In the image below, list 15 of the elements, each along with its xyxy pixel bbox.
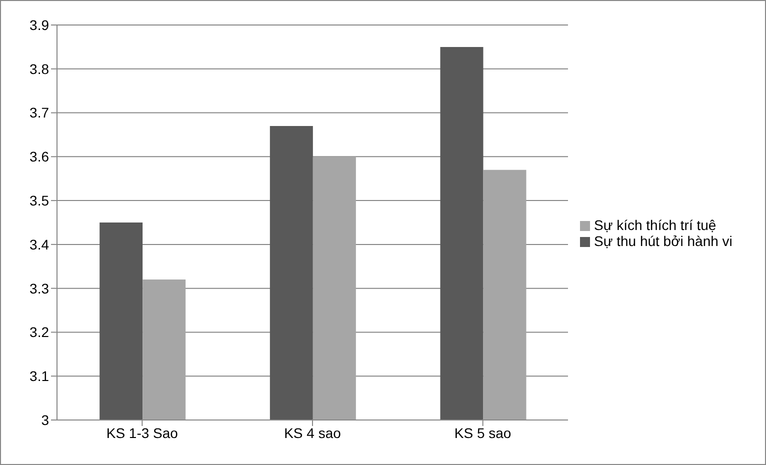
y-tick-label: 3.3 [30, 280, 50, 296]
y-tick-label: 3.4 [30, 236, 50, 252]
y-tick-label: 3.9 [30, 16, 50, 33]
y-tick-label: 3.2 [30, 324, 50, 340]
y-tick-label: 3 [41, 412, 50, 428]
legend-label: Sự thu hút bởi hành vi [594, 232, 732, 248]
y-tick-label: 3.5 [30, 192, 50, 209]
y-tick-label: 3.1 [30, 368, 50, 384]
y-tick-label: 3.8 [30, 60, 50, 77]
legend-label: Sự kích thích trí tuệ [594, 216, 716, 232]
x-tick-label: KS 4 sao [284, 424, 342, 441]
y-tick-label: 3.6 [30, 148, 50, 165]
x-tick-label: KS 1-3 Sao [106, 424, 178, 441]
y-tick-label: 3.7 [30, 104, 50, 121]
x-tick-label: KS 5 sao [454, 424, 512, 441]
